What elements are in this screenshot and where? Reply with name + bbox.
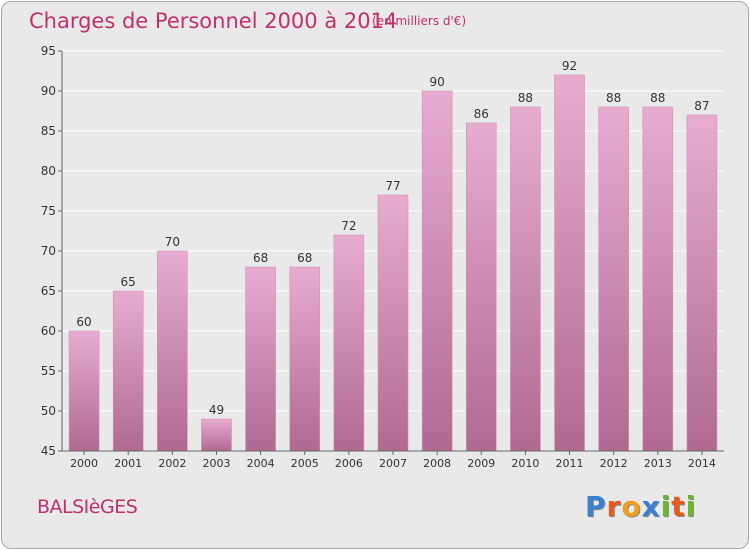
- x-tick-label: 2003: [202, 457, 230, 470]
- bar-2003: [201, 418, 232, 452]
- bar-2012: [598, 106, 629, 452]
- data-label: 49: [209, 403, 224, 417]
- proxiti-logo[interactable]: Proxiti: [585, 490, 696, 523]
- x-tick-label: 2007: [379, 457, 407, 470]
- x-tick-label: 2005: [291, 457, 319, 470]
- bar-2000: [68, 330, 100, 452]
- data-label: 90: [429, 75, 444, 89]
- data-label: 65: [121, 275, 136, 289]
- x-tick-label: 2000: [70, 457, 98, 470]
- chart-title: Charges de Personnel 2000 à 2014: [29, 9, 398, 33]
- place-name: BALSIèGES: [37, 496, 138, 518]
- bar-2007: [377, 194, 409, 452]
- y-tick-label: 70: [41, 244, 56, 258]
- y-tick-labels: 45 50 55 60 65 70 75 80 85 90 95: [41, 44, 56, 458]
- data-label: 68: [297, 251, 312, 265]
- y-tick-label: 55: [41, 364, 56, 378]
- bars: [68, 74, 718, 452]
- x-tick-label: 2013: [644, 457, 672, 470]
- data-label: 86: [474, 107, 489, 121]
- bar-2013: [642, 106, 674, 452]
- axes: [61, 51, 724, 452]
- bar-2011: [554, 74, 585, 452]
- bar-2008: [421, 90, 453, 452]
- y-tick-label: 45: [41, 444, 56, 458]
- x-tick-label: 2002: [158, 457, 186, 470]
- y-tick-label: 75: [41, 204, 56, 218]
- logo-letter: P: [585, 490, 607, 523]
- x-tick-label: 2011: [556, 457, 584, 470]
- bar-2005: [289, 266, 321, 452]
- x-tick-label: 2014: [688, 457, 716, 470]
- x-tick-label: 2001: [114, 457, 142, 470]
- bar-2001: [112, 290, 144, 452]
- x-tick-labels: 2000 2001 2002 2003 2004 2005 2006 2007 2008 2009…: [70, 457, 716, 470]
- chart-subtitle: (en milliers d'€): [372, 14, 467, 28]
- logo-letter: i: [685, 490, 697, 523]
- x-tick-label: 2008: [423, 457, 451, 470]
- data-labels: 60 65 70 49 68 68 72 77 90 86 88 92 88 88 87: [76, 59, 709, 417]
- y-tick-label: 95: [41, 44, 56, 58]
- data-label: 72: [341, 219, 356, 233]
- bar-2004: [245, 266, 276, 452]
- data-label: 88: [606, 91, 621, 105]
- y-tick-label: 60: [41, 324, 56, 338]
- data-label: 60: [76, 315, 91, 329]
- bar-2014: [686, 114, 718, 452]
- bar-2006: [333, 234, 365, 452]
- data-label: 70: [165, 235, 180, 249]
- bar-2009: [465, 122, 497, 452]
- x-tick-label: 2009: [467, 457, 495, 470]
- bar-2010: [510, 106, 541, 452]
- y-tick-label: 65: [41, 284, 56, 298]
- data-label: 88: [518, 91, 533, 105]
- data-label: 87: [694, 99, 709, 113]
- logo-letter: t: [671, 490, 686, 523]
- data-label: 68: [253, 251, 268, 265]
- y-tick-label: 90: [41, 84, 56, 98]
- logo-letter: x: [641, 490, 661, 523]
- logo-letter: i: [660, 490, 672, 523]
- bar-2002: [157, 250, 188, 452]
- logo-letter: o: [621, 490, 642, 523]
- y-tick-label: 50: [41, 404, 56, 418]
- x-tick-label: 2010: [511, 457, 539, 470]
- data-label: 92: [562, 59, 577, 73]
- y-tick-label: 85: [41, 124, 56, 138]
- logo-letter: r: [606, 490, 622, 523]
- x-tick-label: 2004: [247, 457, 275, 470]
- x-tick-label: 2006: [335, 457, 363, 470]
- data-label: 88: [650, 91, 665, 105]
- y-tick-label: 80: [41, 164, 56, 178]
- x-tick-label: 2012: [600, 457, 628, 470]
- data-label: 77: [385, 179, 400, 193]
